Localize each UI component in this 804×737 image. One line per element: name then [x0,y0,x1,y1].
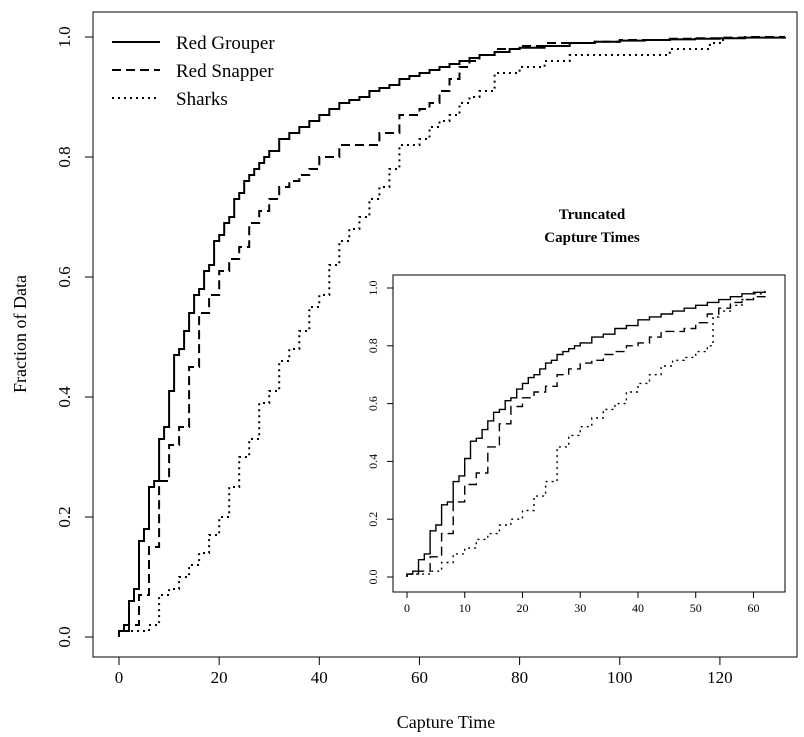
inset-y-tick-label: 0.0 [366,570,380,585]
main-y-tick-label: 0.6 [55,266,74,287]
inset-x-tick-label: 30 [574,601,586,615]
inset-series-dotted-line [406,288,766,577]
inset-y-tick-label: 0.6 [366,396,380,411]
legend-label-sharks: Sharks [176,89,228,110]
inset-x-tick-label: 50 [690,601,702,615]
inset-x-tick-label: 20 [516,601,528,615]
main-series-dashed-line [118,36,785,637]
main-y-tick-label: 0.2 [55,506,74,527]
main-x-tick-label: 80 [511,668,528,687]
inset-x-tick-label: 40 [632,601,644,615]
main-x-tick-label: 20 [211,668,228,687]
main-series-group [118,36,786,637]
inset-y-tick-label: 1.0 [366,281,380,296]
inset-series-dashed-line [406,293,766,577]
main-x-tick-label: 120 [707,668,733,687]
main-x-tick-label: 100 [607,668,633,687]
inset-x-tick-label: 0 [404,601,410,615]
inset-y-tick-label: 0.2 [366,512,380,527]
y-axis-title: Fraction of Data [10,275,30,393]
main-x-axis: 0 20 40 60 80 100 120 [115,656,733,687]
inset-series-solid-line [406,290,766,577]
main-x-tick-label: 40 [311,668,328,687]
inset-x-tick-label: 60 [747,601,759,615]
x-axis-title: Capture Time [397,712,496,732]
main-y-tick-label: 0.8 [55,146,74,167]
inset-title-line-2: Capture Times [544,230,640,246]
main-y-tick-label: 1.0 [55,26,74,47]
inset-y-tick-label: 0.8 [366,338,380,353]
inset-y-tick-label: 0.4 [366,454,380,469]
main-y-tick-label: 0.0 [55,626,74,647]
inset-y-axis: 0.0 0.2 0.4 0.6 0.8 1.0 [366,281,394,585]
inset-series-group [406,288,766,577]
inset-plot-frame [392,274,786,593]
inset-title-line-1: Truncated [559,207,626,223]
inset-x-tick-label: 10 [459,601,471,615]
main-x-tick-label: 60 [411,668,428,687]
legend: Red Grouper Red Snapper Sharks [112,33,275,110]
main-y-axis: 0.0 0.2 0.4 0.6 0.8 1.0 [55,26,94,648]
legend-label-red-snapper: Red Snapper [176,61,274,82]
main-x-tick-label: 0 [115,668,124,687]
main-y-tick-label: 0.4 [55,386,74,408]
legend-label-red-grouper: Red Grouper [176,33,275,54]
inset-x-axis: 0 10 20 30 40 50 60 [404,591,759,615]
main-series-dotted-line [118,37,726,637]
